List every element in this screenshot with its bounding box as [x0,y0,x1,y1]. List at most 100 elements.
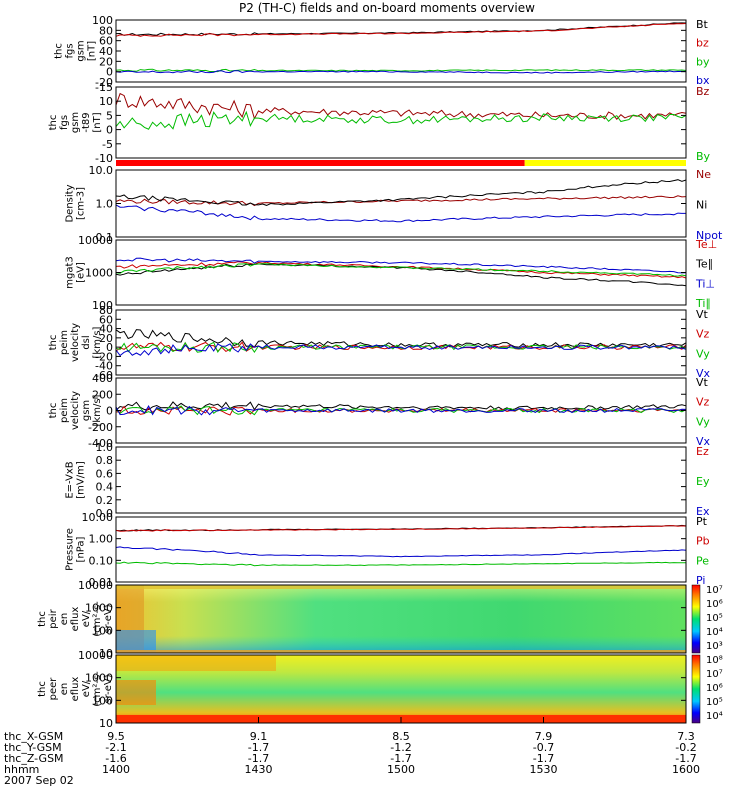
colorbar-tick: 10⁵ [706,697,723,708]
y-tick-label: -20 [95,76,113,89]
y-tick-label: 0 [106,66,113,79]
plot-frame [115,309,687,376]
y-axis-label: eV/ [81,680,92,697]
colorbar-tick: 10³ [706,641,723,652]
legend-Pi: Pi [696,574,705,587]
y-axis-label: [nT] [87,41,98,61]
series-temperature-Te⊥ [115,261,687,279]
y-axis-label: E=-VxB [65,461,76,498]
x-tick-label: -1.7 [675,752,696,765]
y-axis-label: thc [54,43,65,59]
x-row-label: thc_Z-GSM [4,752,64,765]
colorbar-tick: 10⁴ [706,627,723,638]
y-tick-label: 20 [99,332,113,345]
x-tick-label: -0.7 [533,741,554,754]
y-tick-label: 1.00 [89,533,114,546]
y-axis-label: eV/ [81,610,92,627]
y-tick-label: 1.0 [96,441,114,454]
plot-frame [115,584,687,654]
series-fgs_gsm-bz [115,23,687,37]
y-tick-label: 0.2 [96,494,114,507]
panel-vel_gsm: 400 200 0 -200 -400 thc peim velocity gsm [km/s] V… [48,372,711,450]
y-tick-label: 40 [99,323,113,336]
legend-Pb: Pb [696,535,710,548]
x-tick-label: -1.7 [248,741,269,754]
x-tick-label: -2.1 [105,741,126,754]
plot-frame [115,516,687,583]
y-axis-label: thc [48,403,59,419]
legend-Te∥: Te∥ [695,258,713,271]
y-tick-label: 10 [99,647,113,660]
y-axis-label: mgat3 [65,256,76,289]
x-tick-label: -1.7 [390,752,411,765]
series-density-Ni [115,179,687,206]
y-axis-label: [nT] [92,112,103,132]
y-tick-label: 10 [99,95,113,108]
plot-frame [115,86,687,159]
x-tick-label: 1600 [672,763,700,776]
legend-Te⊥: Te⊥ [695,238,717,251]
series-pressure-Pb [115,525,687,532]
y-tick-label: 10000 [78,234,113,247]
y-axis-label: eflux [70,677,81,702]
y-tick-label: -60 [95,369,113,382]
y-axis-label: gsm [76,40,87,61]
y-axis-label: fgs [59,115,70,130]
y-tick-label: 60 [99,313,113,326]
plot-frame [115,19,687,83]
series-temperature-Ti⊥ [115,257,687,274]
y-axis-label: peer [48,677,59,701]
mode-bar-survey [116,160,525,166]
series-vel_dsl-Vt [115,329,687,348]
y-tick-label: 0 [106,124,113,137]
y-tick-label: 400 [92,372,113,385]
legend-by: by [696,55,710,68]
y-axis-label: thc [37,611,48,627]
y-axis-label: [nPa] [76,536,87,562]
y-tick-label: 1000 [85,267,113,280]
legend-Bt: Bt [696,18,709,31]
legend-Vz: Vz [696,328,710,341]
y-tick-label: 10000 [78,579,113,592]
legend-Ez: Ez [696,445,709,458]
y-tick-label: 40 [99,45,113,58]
series-fgs_dmpa-Bz [115,92,687,120]
y-tick-label: 0 [106,341,113,354]
y-axis-label: [cm-3] [76,187,87,220]
y-axis-label: Pressure [65,528,76,571]
legend-Vy: Vy [696,415,710,428]
mode-bar-slow [524,160,686,166]
colorbar-tick: 10⁸ [706,655,723,666]
x-tick-label: 9.5 [107,730,125,743]
y-tick-label: 100 [92,299,113,312]
chart-title: P2 (TH-C) fields and on-board moments ov… [239,1,535,15]
x-tick-label: 9.1 [250,730,268,743]
y-tick-label: -15 [95,81,113,94]
panel-density: 10.0 1.0 0.1 Density [cm-3] Ne Ni Npot [65,164,723,244]
legend-Pt: Pt [696,515,708,528]
y-tick-label: 10.0 [89,164,114,177]
y-axis-label: thc [37,681,48,697]
y-tick-label: 10000 [78,649,113,662]
y-axis-label: gsm [81,400,92,421]
panel-peer-spectrogram [116,655,686,723]
y-axis-label: (cm²-s- [92,601,103,637]
y-axis-label: dsl [81,335,92,349]
series-pressure-Pe [115,561,686,567]
x-row-label: hhmm [4,763,39,776]
x-tick-label: -1.7 [533,752,554,765]
y-axis-label: [km/s] [92,326,103,358]
series-vel_dsl-Vx [115,343,687,357]
y-tick-label: 0.1 [96,231,114,244]
x-tick-label: 7.9 [535,730,553,743]
legend-Ey: Ey [696,475,710,488]
series-pressure-Pi [115,546,687,558]
x-tick-label: 8.5 [392,730,410,743]
date-label: 2007 Sep 02 [4,774,74,787]
y-tick-label: 1000 [85,602,113,615]
legend-Npot: Npot [696,229,723,242]
y-axis-label: (cm²-s- [92,671,103,707]
